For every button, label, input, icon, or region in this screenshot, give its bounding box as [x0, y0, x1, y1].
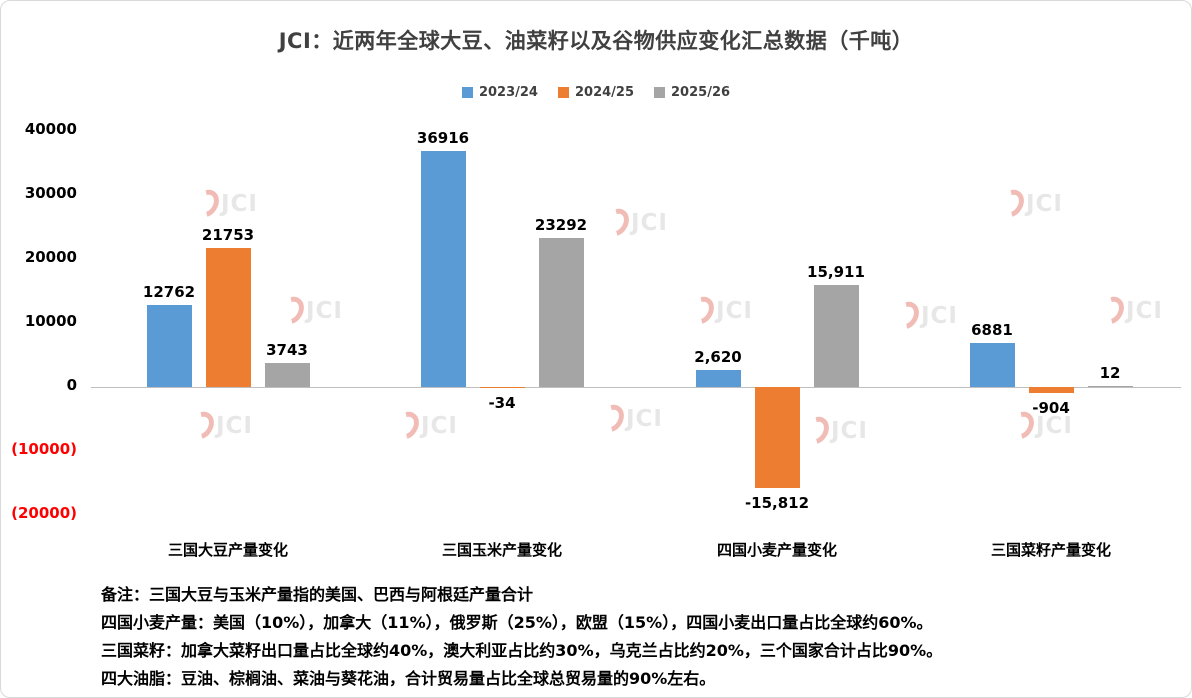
category-label: 三国玉米产量变化 [441, 541, 562, 559]
jci-logo-icon [274, 292, 309, 329]
bar [264, 363, 310, 387]
bar-value-label: 12 [1099, 364, 1121, 382]
bar-value-label: -34 [488, 394, 516, 412]
bar [695, 370, 741, 387]
jci-watermark-text: JCI [221, 190, 258, 217]
jci-watermark-text: JCI [626, 405, 663, 432]
y-axis-tick-label: (10000) [11, 440, 77, 458]
legend-swatch [557, 87, 569, 98]
jci-logo-icon [184, 407, 219, 444]
jci-watermark: JCI [799, 412, 868, 449]
jci-watermark: JCI [994, 185, 1063, 222]
bar-value-label: 36916 [416, 128, 470, 147]
jci-logo-icon [1094, 292, 1129, 329]
jci-watermark: JCI [684, 292, 753, 329]
bar-value-label: -15,812 [744, 494, 810, 513]
jci-logo-icon [799, 412, 834, 449]
y-axis-tick-label: 20000 [24, 248, 77, 266]
jci-watermark-text: JCI [1126, 297, 1163, 324]
note-line: 四国小麦产量：美国（10%），加拿大（11%），俄罗斯（25%），欧盟（15%）… [101, 613, 933, 632]
bar-value-label: 15,911 [807, 263, 865, 282]
note-line: 备注：三国大豆与玉米产量指的美国、巴西与阿根廷产量合计 [101, 585, 534, 604]
jci-logo-icon [994, 185, 1029, 222]
jci-logo-icon [684, 292, 719, 329]
bar [1087, 386, 1133, 387]
bar [1028, 387, 1074, 393]
legend-label: 2023/24 [478, 85, 538, 100]
chart-title: JCI：近两年全球大豆、油菜籽以及谷物供应变化汇总数据（千吨） [278, 29, 914, 53]
bar [205, 247, 251, 387]
jci-watermark-text: JCI [631, 209, 668, 236]
bar [420, 150, 466, 387]
jci-logo-icon [189, 185, 224, 222]
y-axis-tick-label: 30000 [24, 184, 77, 202]
jci-watermark: JCI [389, 407, 458, 444]
category-label: 四国小麦产量变化 [716, 541, 837, 559]
jci-watermark-text: JCI [1026, 190, 1063, 217]
x-axis-line [91, 387, 1181, 388]
bar-value-label: -904 [1032, 398, 1070, 417]
bar [969, 342, 1015, 387]
bar [479, 387, 525, 388]
bar-value-label: 6881 [971, 320, 1013, 339]
jci-watermark-text: JCI [421, 412, 458, 439]
jci-watermark-text: JCI [306, 297, 343, 324]
bar [813, 285, 859, 387]
legend-swatch [654, 87, 666, 98]
legend-label: 2025/26 [671, 85, 731, 100]
jci-watermark: JCI [594, 400, 663, 437]
jci-watermark: JCI [599, 204, 668, 241]
y-axis-tick-label: 40000 [24, 120, 77, 138]
bar [146, 305, 192, 387]
jci-watermark: JCI [1094, 292, 1163, 329]
jci-watermark-text: JCI [216, 412, 253, 439]
notes-block: 备注：三国大豆与玉米产量指的美国、巴西与阿根廷产量合计 四国小麦产量：美国（10… [101, 581, 1151, 693]
y-axis-tick-label: 0 [66, 376, 77, 394]
y-axis-tick-label: 10000 [24, 312, 77, 330]
jci-logo-icon [889, 297, 924, 334]
legend: 2023/24 2024/25 2025/26 [1, 85, 1191, 100]
jci-watermark-text: JCI [716, 297, 753, 324]
bar-value-label: 12762 [142, 283, 196, 302]
bar [538, 237, 584, 387]
jci-logo-icon [594, 400, 629, 437]
legend-item: 2024/25 [557, 85, 635, 100]
legend-label: 2024/25 [574, 85, 635, 100]
jci-watermark: JCI [184, 407, 253, 444]
bar-value-label: 21753 [201, 225, 255, 244]
bar-value-label: 3743 [266, 341, 308, 360]
category-label: 三国菜籽产量变化 [990, 541, 1111, 559]
bar-value-label: 23292 [534, 215, 588, 234]
legend-item: 2023/24 [461, 85, 538, 100]
jci-logo-icon [389, 407, 424, 444]
note-line: 四大油脂：豆油、棕榈油、菜油与葵花油，合计贸易量占比全球总贸易量的90%左右。 [101, 669, 716, 688]
category-label: 三国大豆产量变化 [167, 541, 288, 559]
jci-watermark-text: JCI [831, 417, 868, 444]
jci-watermark: JCI [274, 292, 343, 329]
jci-watermark: JCI [189, 185, 258, 222]
legend-swatch [461, 87, 473, 98]
bar-value-label: 2,620 [694, 348, 742, 367]
y-axis-tick-label: (20000) [11, 504, 77, 522]
bar [754, 387, 800, 489]
legend-item: 2025/26 [654, 85, 730, 100]
note-line: 三国菜籽：加拿大菜籽出口量占比全球约40%，澳大利亚占比约30%，乌克兰占比约2… [101, 641, 943, 660]
